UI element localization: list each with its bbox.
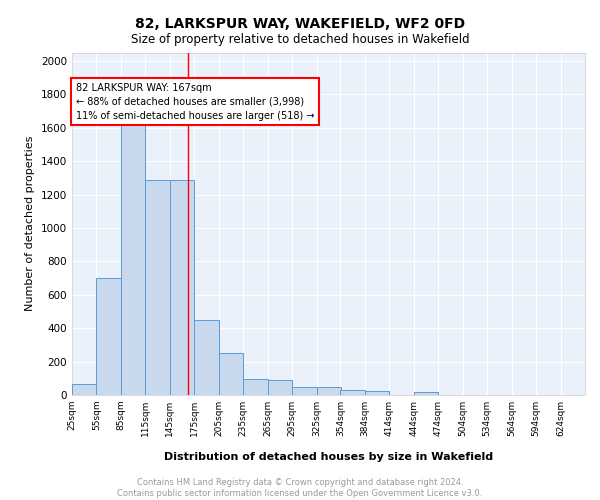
Text: Distribution of detached houses by size in Wakefield: Distribution of detached houses by size … [164, 452, 493, 462]
Bar [365, 391, 389, 395]
Bar [97, 278, 121, 395]
Text: Contains HM Land Registry data © Crown copyright and database right 2024.
Contai: Contains HM Land Registry data © Crown c… [118, 478, 482, 498]
Bar [170, 180, 194, 395]
Bar [72, 384, 97, 395]
Bar [414, 392, 438, 395]
Bar [194, 320, 219, 395]
Bar [340, 390, 365, 395]
Y-axis label: Number of detached properties: Number of detached properties [25, 136, 35, 312]
Bar [145, 180, 170, 395]
Bar [121, 122, 145, 395]
Bar [292, 386, 317, 395]
Bar [243, 379, 268, 395]
Bar [268, 380, 292, 395]
Bar [317, 386, 341, 395]
Text: 82 LARKSPUR WAY: 167sqm
← 88% of detached houses are smaller (3,998)
11% of semi: 82 LARKSPUR WAY: 167sqm ← 88% of detache… [76, 82, 314, 120]
Text: Size of property relative to detached houses in Wakefield: Size of property relative to detached ho… [131, 32, 469, 46]
Bar [219, 353, 243, 395]
Text: 82, LARKSPUR WAY, WAKEFIELD, WF2 0FD: 82, LARKSPUR WAY, WAKEFIELD, WF2 0FD [135, 18, 465, 32]
